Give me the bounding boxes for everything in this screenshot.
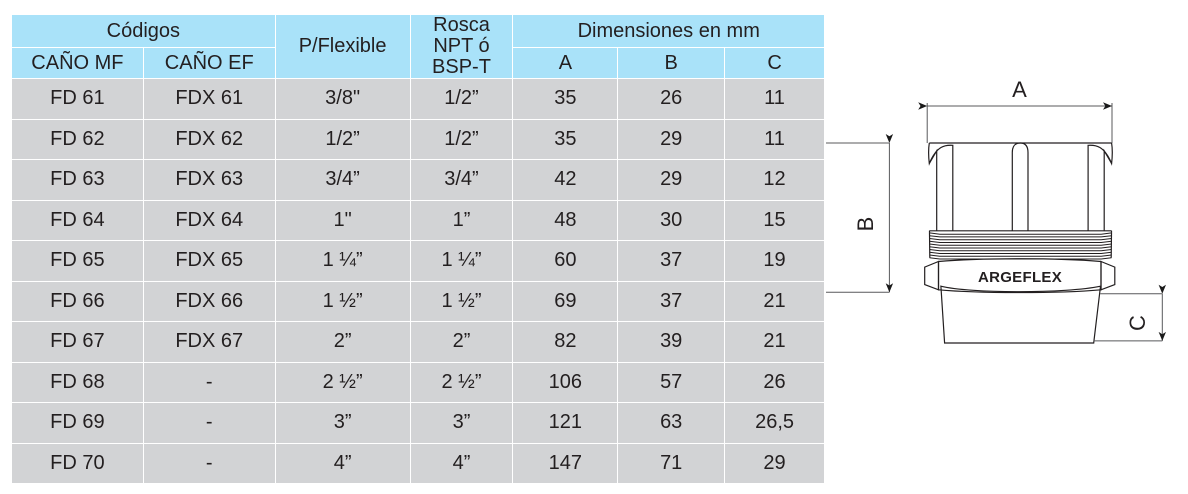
svg-text:C: C xyxy=(1125,315,1150,331)
svg-text:B: B xyxy=(853,217,878,232)
svg-text:ARGEFLEX: ARGEFLEX xyxy=(978,269,1062,286)
svg-text:A: A xyxy=(1012,77,1027,102)
